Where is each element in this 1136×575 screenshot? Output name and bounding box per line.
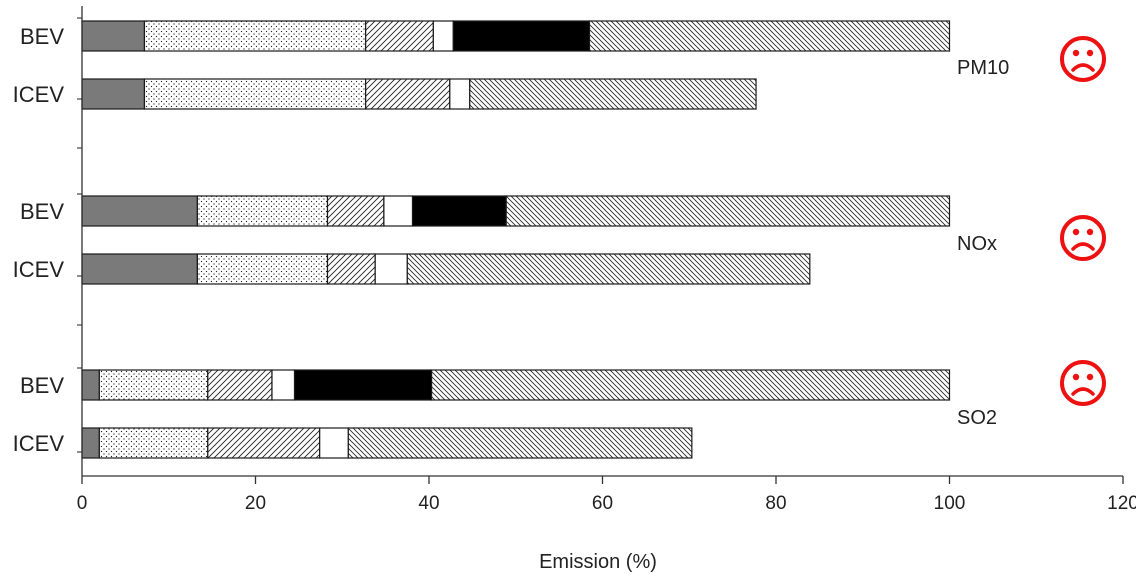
bar-segment-solid-gray <box>81 253 198 285</box>
bar-segment-blank <box>432 20 454 52</box>
x-tick-label: 20 <box>245 493 266 514</box>
bar-segment-solid-gray <box>81 78 146 110</box>
labels-layer: BEV ICEV PM10 BEV ICEV NOx BEV ICEV SO2 <box>13 24 1106 456</box>
bar-segment-dotted <box>196 195 329 227</box>
x-tick-label: 0 <box>77 493 88 514</box>
x-axis-title: Emission (%) <box>539 551 657 573</box>
bar-segment-dotted <box>98 427 209 459</box>
group-label-so2: SO2 <box>957 407 997 429</box>
group-label-pm10: PM10 <box>957 57 1009 79</box>
x-axis: 0 20 40 60 80 100 120 <box>77 6 1136 514</box>
bar-segment-hatch-back <box>347 427 693 459</box>
bar-segment-blank <box>374 253 408 285</box>
bar-segment-solid-black <box>293 369 433 401</box>
bar-so2-icev <box>81 427 693 459</box>
bar-segment-solid-gray <box>81 195 198 227</box>
bar-segment-hatch-forward <box>326 253 376 285</box>
bar-label: BEV <box>20 373 64 398</box>
bar-label: ICEV <box>13 257 65 282</box>
bar-segment-dotted <box>143 20 367 52</box>
bar-segment-hatch-forward <box>207 369 273 401</box>
bar-segment-dotted <box>98 369 209 401</box>
x-tick-label: 40 <box>418 493 439 514</box>
bar-label: BEV <box>20 199 64 224</box>
x-tick-label: 120 <box>1107 493 1136 514</box>
bar-segment-blank <box>383 195 414 227</box>
bars-layer <box>81 20 951 459</box>
group-label-nox: NOx <box>957 233 997 255</box>
bar-label: BEV <box>20 24 64 49</box>
bar-segment-hatch-forward <box>326 195 385 227</box>
bar-pm10-bev <box>81 20 951 52</box>
bar-segment-hatch-forward <box>365 78 451 110</box>
bar-pm10-icev <box>81 78 757 110</box>
bar-segment-hatch-back <box>505 195 951 227</box>
bar-nox-icev <box>81 253 811 285</box>
frown-face-icon <box>1060 36 1106 82</box>
bar-segment-blank <box>271 369 296 401</box>
frown-face-icon <box>1060 215 1106 261</box>
bar-label: ICEV <box>13 82 65 107</box>
bar-segment-hatch-back <box>431 369 951 401</box>
bar-segment-hatch-back <box>588 20 951 52</box>
frown-face-icon <box>1060 360 1106 406</box>
x-tick-label: 80 <box>765 493 786 514</box>
bar-segment-hatch-back <box>406 253 811 285</box>
bar-segment-solid-gray <box>81 20 146 52</box>
bar-segment-hatch-forward <box>207 427 321 459</box>
bar-segment-solid-gray <box>81 369 100 401</box>
bar-segment-solid-black <box>411 195 507 227</box>
bar-segment-blank <box>319 427 349 459</box>
bar-so2-bev <box>81 369 951 401</box>
bar-segment-solid-black <box>452 20 591 52</box>
x-tick-label: 100 <box>934 493 966 514</box>
x-tick-label: 60 <box>592 493 613 514</box>
bar-nox-bev <box>81 195 951 227</box>
bar-segment-dotted <box>143 78 367 110</box>
bar-segment-solid-gray <box>81 427 100 459</box>
bar-segment-dotted <box>196 253 329 285</box>
bar-segment-blank <box>449 78 471 110</box>
bar-segment-hatch-back <box>469 78 757 110</box>
bar-label: ICEV <box>13 431 65 456</box>
bar-segment-hatch-forward <box>365 20 434 52</box>
